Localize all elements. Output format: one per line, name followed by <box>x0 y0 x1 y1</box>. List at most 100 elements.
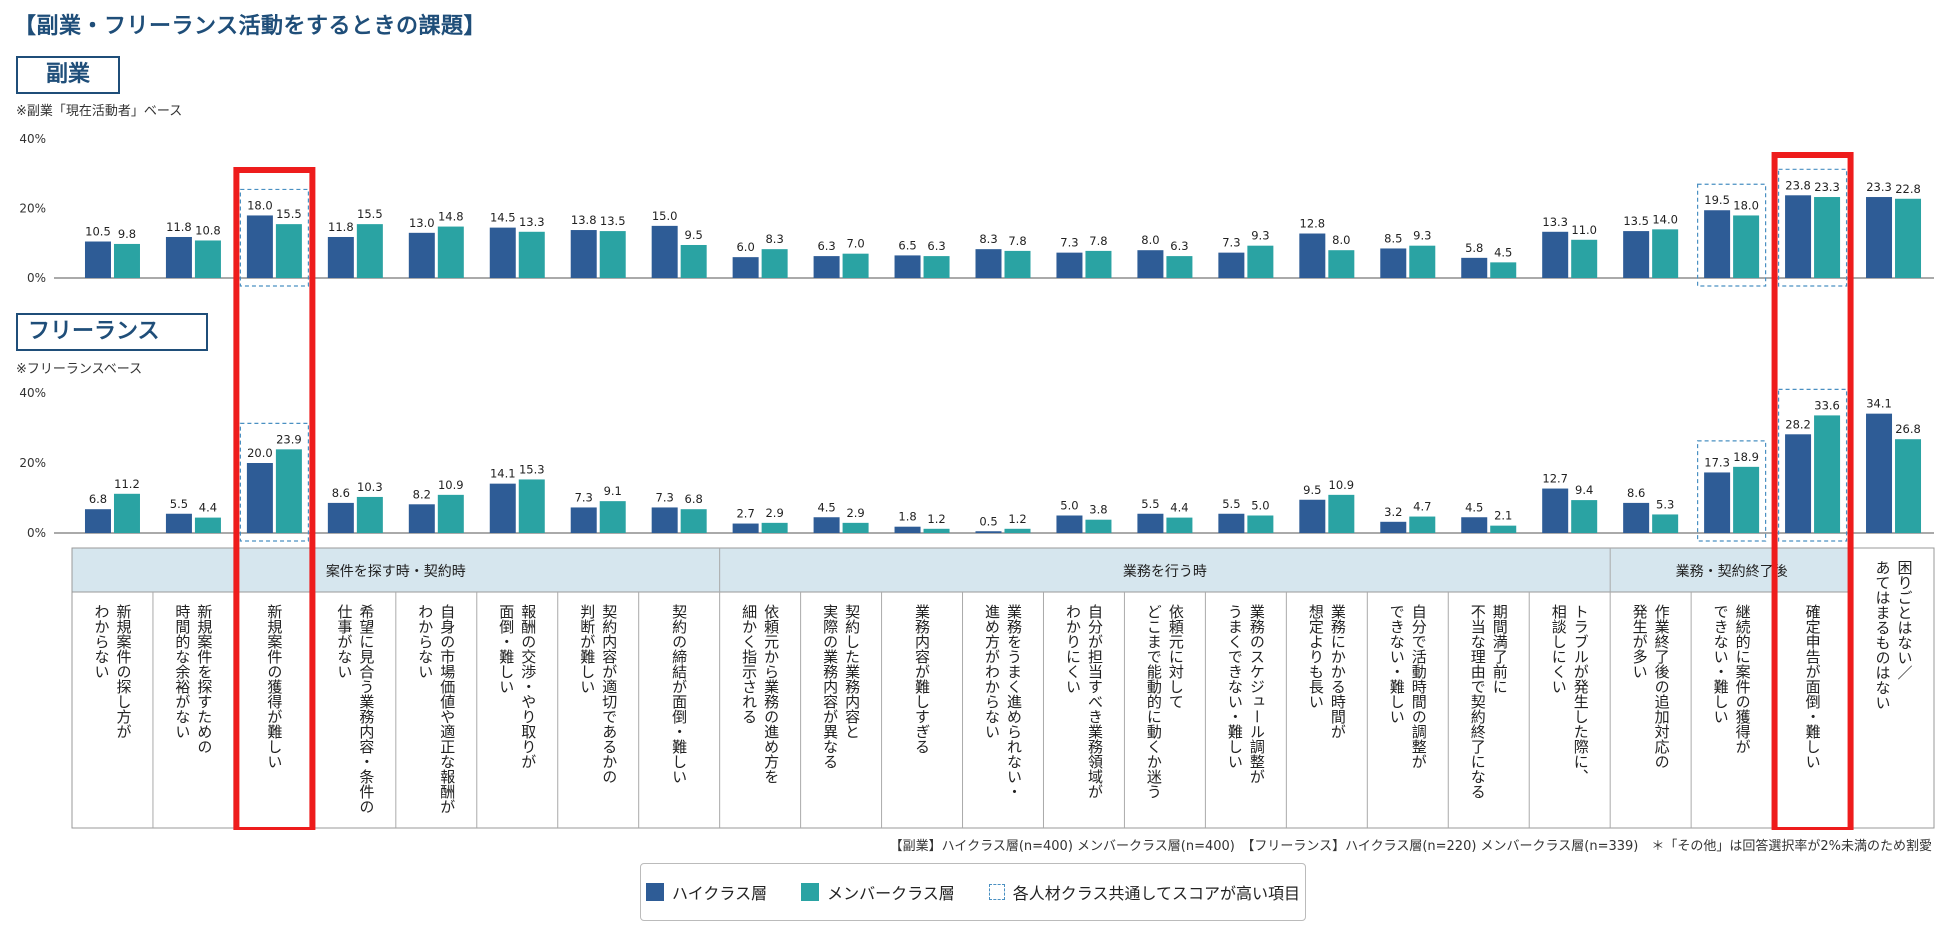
category-label: 自身の市場価値や適正な報酬が <box>438 604 456 814</box>
free-value-label-high: 2.7 <box>736 507 754 521</box>
free-value-label-member: 10.9 <box>1329 478 1355 492</box>
free-value-label-member: 15.3 <box>519 462 545 476</box>
category-label: 仕事がない <box>335 604 353 679</box>
free-ytick-label: 20% <box>19 456 46 470</box>
free-value-label-member: 4.4 <box>1170 501 1188 515</box>
side-bar-member-class <box>1409 245 1436 278</box>
free-bar-member-class <box>437 494 464 533</box>
category-group-header <box>1610 548 1854 592</box>
side-value-label-member: 23.3 <box>1814 180 1840 194</box>
free-value-label-high: 20.0 <box>247 446 273 460</box>
free-dashed-highlight <box>1777 388 1848 542</box>
free-value-label-high: 4.5 <box>1465 500 1483 514</box>
free-bar-member-class <box>1409 516 1436 533</box>
side-value-label-member: 9.3 <box>1413 229 1431 243</box>
category-group-header <box>719 548 1611 592</box>
free-bar-member-class <box>275 449 302 533</box>
free-bar-member-class <box>1652 514 1679 533</box>
category-label: 細かく指示される <box>740 604 758 724</box>
side-bar-high-class <box>1623 231 1650 278</box>
side-bar-member-class <box>356 224 383 278</box>
side-value-label-high: 7.3 <box>1222 236 1240 250</box>
free-bar-high-class <box>1785 434 1812 533</box>
free-value-label-member: 2.9 <box>846 506 864 520</box>
legend: ハイクラス層 メンバークラス層 各人材クラス共通してスコアが高い項目 <box>640 863 1306 921</box>
side-value-label-high: 6.3 <box>817 239 835 253</box>
free-bar-high-class <box>165 513 192 533</box>
category-label: 契約内容が適切であるかの <box>600 604 618 784</box>
category-label: 契約の締結が面倒・難しい <box>670 604 688 784</box>
category-label: できない・難しい <box>1712 604 1730 724</box>
free-value-label-high: 9.5 <box>1303 483 1321 497</box>
side-bar-high-class <box>246 215 273 278</box>
side-bar-member-class <box>1652 229 1679 278</box>
free-bar-member-class <box>1166 517 1193 533</box>
category-label: わかりにくい <box>1064 604 1082 694</box>
free-bar-member-class <box>1895 439 1922 533</box>
free-value-label-high: 8.2 <box>413 487 431 501</box>
free-bar-member-class <box>842 522 869 533</box>
side-value-label-member: 6.3 <box>927 239 945 253</box>
category-label: 想定よりも長い <box>1307 604 1325 709</box>
free-dashed-highlight <box>239 422 309 542</box>
side-value-label-high: 18.0 <box>247 198 273 212</box>
category-group-label: 案件を探す時・契約時 <box>326 563 466 580</box>
basis-note-side-job: ※副業「現在活動者」ベース <box>16 104 183 119</box>
free-bar-high-class <box>1704 472 1731 533</box>
section-label-freelance: フリーランス <box>16 313 208 351</box>
free-bar-high-class <box>246 463 273 533</box>
side-value-label-high: 14.5 <box>490 211 516 225</box>
side-value-label-high: 7.3 <box>1060 236 1078 250</box>
free-bar-high-class <box>975 531 1002 533</box>
side-dashed-highlight <box>239 188 309 287</box>
side-bar-high-class <box>1704 210 1731 278</box>
side-bar-high-class <box>327 236 354 278</box>
free-bar-high-class <box>1623 502 1650 533</box>
free-bar-high-class <box>1137 513 1164 533</box>
category-label: トラブルが発生した際に、 <box>1572 604 1590 784</box>
free-bar-high-class <box>408 504 435 533</box>
free-bar-member-class <box>1490 525 1517 533</box>
free-bar-high-class <box>84 509 111 533</box>
free-value-label-high: 34.1 <box>1866 397 1892 411</box>
free-value-label-member: 23.9 <box>276 432 302 446</box>
category-group-label: 業務・契約終了後 <box>1676 564 1788 580</box>
free-bar-high-class <box>1218 513 1245 533</box>
free-value-label-member: 10.9 <box>438 478 464 492</box>
free-value-label-member: 4.7 <box>1413 500 1431 514</box>
side-value-label-member: 22.8 <box>1895 182 1921 196</box>
category-group-header <box>72 548 720 592</box>
side-value-label-member: 14.8 <box>438 210 464 224</box>
side-value-label-member: 7.8 <box>1008 234 1026 248</box>
side-bar-high-class <box>570 230 597 278</box>
free-value-label-member: 6.8 <box>685 492 703 506</box>
free-value-label-member: 26.8 <box>1895 422 1921 436</box>
basis-note-freelance: ※フリーランスベース <box>16 362 143 377</box>
legend-swatch-member-class <box>801 883 820 901</box>
side-value-label-high: 6.0 <box>736 240 754 254</box>
free-bar-member-class <box>680 509 707 533</box>
free-value-label-high: 28.2 <box>1785 417 1811 431</box>
side-bar-member-class <box>113 243 140 278</box>
side-value-label-member: 11.0 <box>1571 223 1597 237</box>
free-bar-high-class <box>894 526 921 533</box>
category-label: 新規案件の探し方が <box>114 604 132 739</box>
side-value-label-high: 10.5 <box>85 225 111 239</box>
free-value-label-member: 1.2 <box>1008 512 1026 526</box>
free-bar-member-class <box>1814 415 1841 533</box>
free-value-label-high: 7.3 <box>575 490 593 504</box>
category-label: 不当な理由で契約終了になる <box>1469 604 1487 799</box>
free-bar-member-class <box>1733 466 1760 533</box>
side-value-label-member: 15.5 <box>357 207 383 221</box>
side-value-label-member: 9.5 <box>685 228 703 242</box>
side-bar-member-class <box>275 224 302 278</box>
side-bar-member-class <box>923 256 950 278</box>
side-bar-member-class <box>1733 215 1760 278</box>
side-value-label-member: 9.3 <box>1251 229 1269 243</box>
side-bar-high-class <box>1461 257 1488 278</box>
side-value-label-high: 8.0 <box>1141 233 1159 247</box>
free-value-label-member: 5.3 <box>1656 497 1674 511</box>
category-label: どこまで能動的に動くか迷う <box>1145 604 1163 799</box>
side-bar-member-class <box>842 253 869 278</box>
side-bar-member-class <box>680 244 707 278</box>
